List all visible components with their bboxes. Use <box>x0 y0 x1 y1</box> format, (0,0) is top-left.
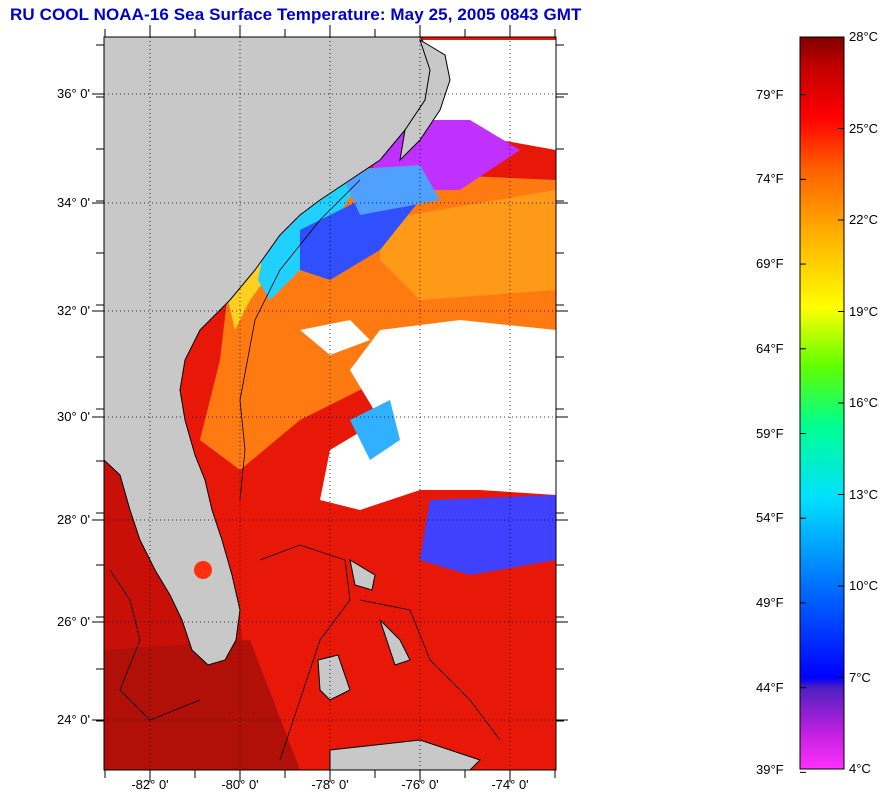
celsius-label: 13°C <box>849 486 879 502</box>
longitude-label: -80° 0' <box>221 777 259 792</box>
fahrenheit-label: 74°F <box>756 171 784 187</box>
grand-bahama <box>349 558 376 591</box>
fahrenheit-label: 59°F <box>756 425 784 441</box>
latitude-label: 24° 0' <box>57 712 90 727</box>
celsius-label: 25°C <box>849 120 879 136</box>
longitude-label: -74° 0' <box>491 777 529 792</box>
fahrenheit-label: 69°F <box>756 256 784 272</box>
shelf-contour <box>239 179 361 501</box>
gulf-south <box>104 640 300 770</box>
cloud-small <box>300 320 370 355</box>
fahrenheit-label: 54°F <box>756 510 784 526</box>
celsius-label: 28°C <box>849 29 879 44</box>
cool-band-1 <box>350 400 400 460</box>
celsius-label: 7°C <box>849 669 871 685</box>
bathymetry-contour-2 <box>359 599 501 741</box>
celsius-label: 4°C <box>849 761 871 776</box>
celsius-label: 19°C <box>849 303 879 319</box>
latitude-label: 28° 0' <box>57 512 90 527</box>
map-title: RU COOL NOAA-16 Sea Surface Temperature:… <box>10 5 582 24</box>
gulf-contour <box>109 569 201 721</box>
latitude-label: 26° 0' <box>57 614 90 629</box>
longitude-label: -82° 0' <box>131 777 169 792</box>
lake-okeechobee <box>194 561 212 579</box>
eleuthera <box>379 619 411 666</box>
latitude-label: 32° 0' <box>57 303 90 318</box>
fahrenheit-label: 44°F <box>756 679 784 695</box>
celsius-label: 10°C <box>849 578 879 593</box>
cloud-central <box>320 320 556 510</box>
latitude-label: 30° 0' <box>57 409 90 424</box>
fahrenheit-label: 49°F <box>756 594 784 610</box>
bathymetry-contour-1 <box>259 544 351 761</box>
cool-band-3 <box>340 165 440 215</box>
cuba <box>329 739 481 770</box>
axis-ticks <box>92 25 568 782</box>
celsius-label: 22°C <box>849 212 879 227</box>
fahrenheit-label: 64°F <box>756 340 784 356</box>
longitude-label: -78° 0' <box>311 777 349 792</box>
latitude-label: 34° 0' <box>57 195 90 210</box>
longitude-label: -76° 0' <box>401 777 439 792</box>
map-image <box>104 37 556 770</box>
latitude-label: 36° 0' <box>57 86 90 101</box>
warm-water-band <box>380 190 556 300</box>
colorbar-ticks <box>800 36 844 773</box>
colorbar <box>799 36 845 770</box>
andros-island <box>317 654 351 701</box>
fahrenheit-label: 39°F <box>756 762 784 777</box>
cool-band-2 <box>420 495 556 575</box>
fahrenheit-label: 79°F <box>756 86 784 102</box>
outer-banks <box>399 38 451 162</box>
land-mainland <box>104 37 436 666</box>
celsius-label: 16°C <box>849 395 879 410</box>
cold-patch <box>300 200 420 280</box>
graticule <box>104 37 556 770</box>
